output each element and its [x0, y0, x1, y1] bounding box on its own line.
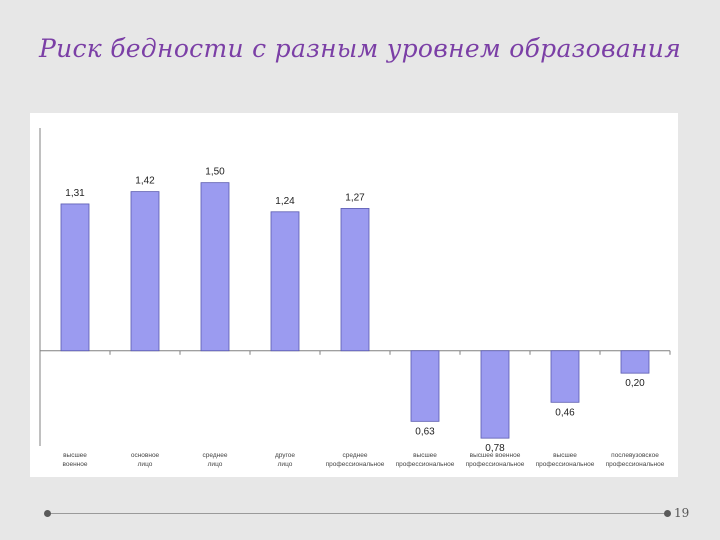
data-label: 1,24	[275, 196, 295, 207]
bar	[130, 191, 160, 352]
category-label: другое лицо	[275, 452, 295, 468]
slide-title: Риск бедности с разным уровнем образован…	[38, 34, 682, 63]
data-label: 1,27	[345, 192, 365, 203]
page-number: 19	[674, 506, 690, 520]
data-label: 0,78	[485, 443, 505, 454]
category-label: высшее военное профессиональное	[466, 452, 525, 468]
bar	[480, 350, 510, 439]
bar	[340, 208, 370, 352]
data-label: 1,42	[135, 176, 155, 187]
category-label: высшее профессиональное	[536, 452, 595, 468]
data-label: 0,20	[625, 378, 645, 389]
bar	[200, 182, 230, 352]
footer-dot-left	[44, 510, 51, 517]
bar-chart: 1,31 1,42 1,50 1,24 1,27 0,63 0,78 0,46 0,20 выс…	[39, 128, 671, 468]
footer-divider	[47, 513, 670, 514]
category-label: основное лицо	[131, 452, 160, 468]
category-label: высшее профессиональное	[396, 452, 455, 468]
category-label: среднее лицо	[203, 452, 228, 468]
category-label: послевузовское профессиональное	[606, 452, 665, 468]
data-label: 1,31	[65, 188, 85, 199]
bar	[60, 203, 90, 352]
footer-dot-right	[664, 510, 671, 517]
bar	[620, 350, 650, 374]
bar	[410, 350, 440, 422]
category-label: высшее военное	[62, 452, 87, 468]
data-label: 0,46	[555, 407, 575, 418]
bar	[270, 211, 300, 352]
bar	[550, 350, 580, 403]
data-label: 0,63	[415, 426, 435, 437]
data-label: 1,50	[205, 167, 225, 178]
category-label: среднее профессиональное	[326, 452, 385, 468]
chart-frame: 1,31 1,42 1,50 1,24 1,27 0,63 0,78 0,46 0,20 выс…	[30, 113, 678, 477]
